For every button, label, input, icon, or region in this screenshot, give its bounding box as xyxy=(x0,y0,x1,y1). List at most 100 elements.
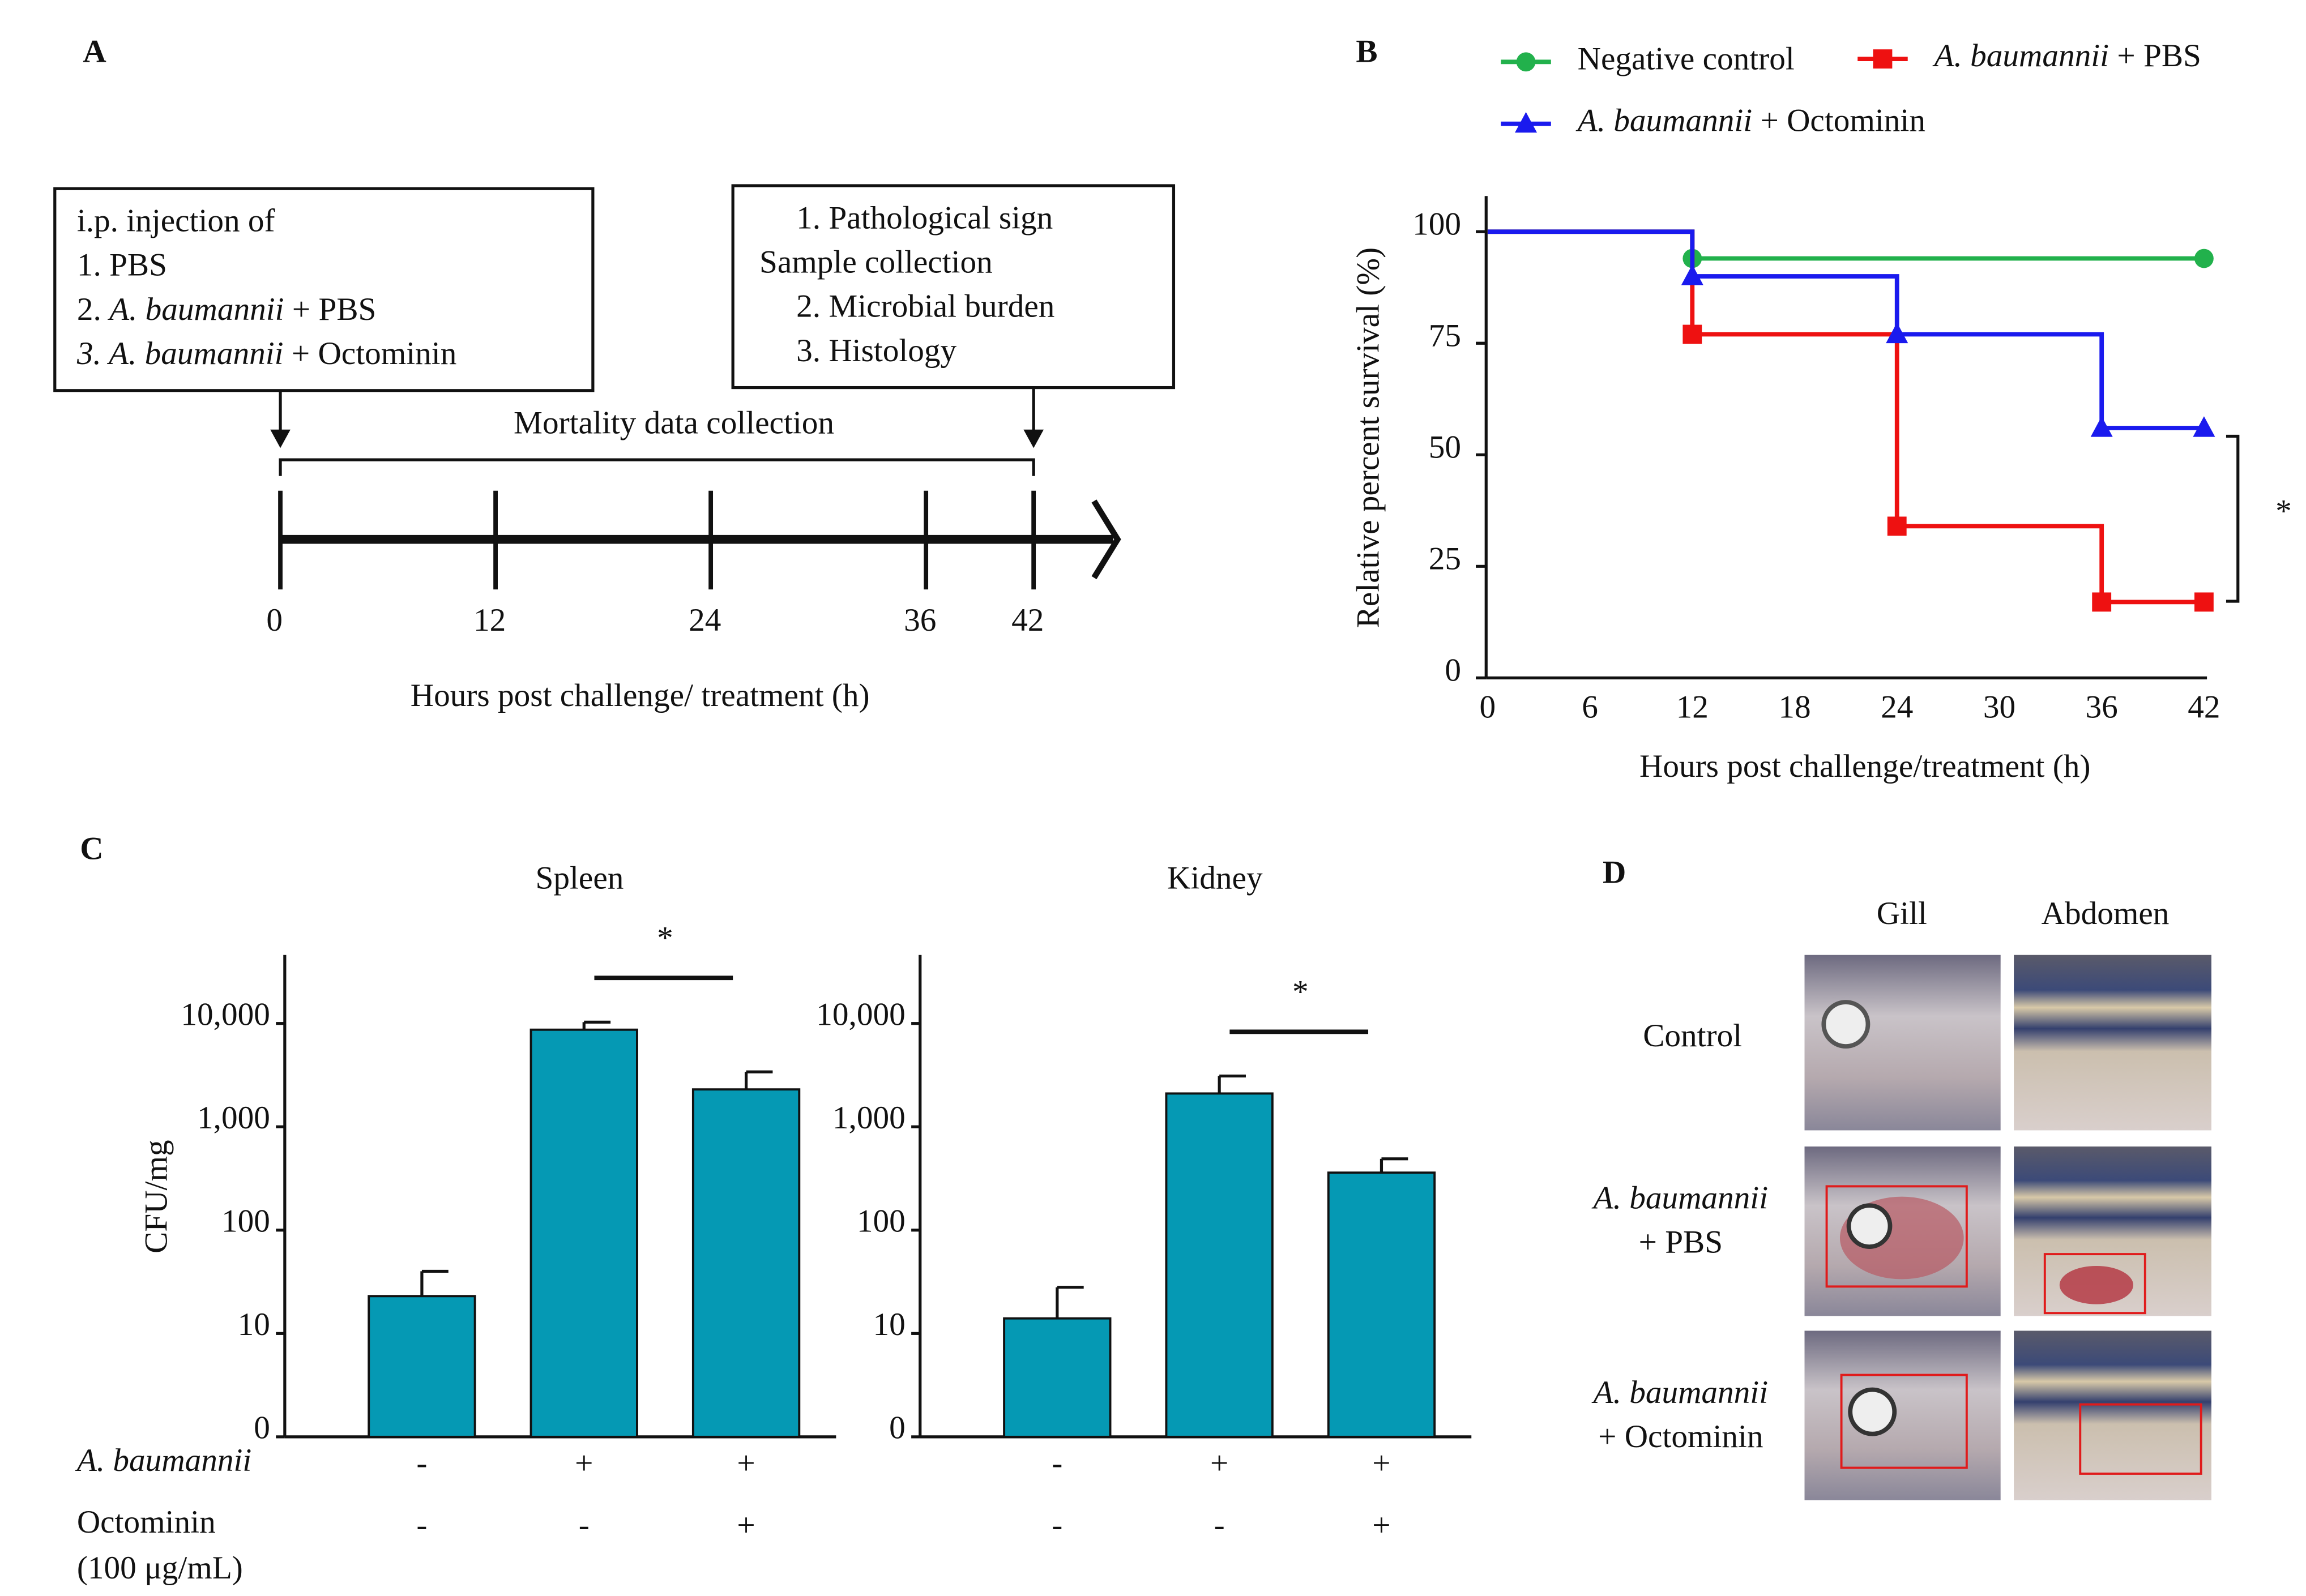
condition-mark: + xyxy=(1210,1445,1228,1481)
marker xyxy=(2090,416,2113,437)
x-tick-label: 24 xyxy=(1881,690,1913,725)
condition-label: Octominin xyxy=(77,1504,216,1540)
timeline-tick-label: 0 xyxy=(266,602,283,638)
bracket-label: Mortality data collection xyxy=(514,405,834,440)
row-label: A. baumannii xyxy=(1591,1375,1769,1410)
timeline-shapes xyxy=(53,184,1176,580)
condition-mark: - xyxy=(416,1445,427,1481)
highlight-box xyxy=(2079,1403,2202,1475)
marker xyxy=(2194,592,2214,612)
x-tick-label: 6 xyxy=(1582,690,1598,725)
highlight-box xyxy=(1840,1373,1968,1469)
legend-label: A. baumannii + PBS xyxy=(1932,38,2201,74)
highlight-box xyxy=(2043,1253,2146,1315)
photo-detail xyxy=(1848,1387,1897,1436)
bar xyxy=(1165,1092,1274,1438)
y-tick-label: 0 xyxy=(1445,653,1461,688)
box-text: i.p. injection of xyxy=(77,203,276,239)
x-axis-label: Hours post challenge/treatment (h) xyxy=(1639,748,2090,784)
panel-label: B xyxy=(1356,33,1377,69)
x-tick-label: 0 xyxy=(1480,690,1496,725)
bar xyxy=(368,1295,476,1438)
box-text-part: 2. xyxy=(77,292,109,327)
condition-label: A. baumannii xyxy=(75,1443,252,1478)
marker xyxy=(1887,516,1907,536)
y-tick-label: 10,000 xyxy=(181,996,270,1032)
bar xyxy=(691,1088,801,1438)
box-text: Sample collection xyxy=(759,245,993,280)
column-header: Gill xyxy=(1877,896,1927,931)
box-text: 3. A. baumannii + Octominin xyxy=(76,336,457,371)
photos xyxy=(1804,955,2211,1500)
row-label: + PBS xyxy=(1639,1225,1723,1260)
annotation: * xyxy=(1292,974,1309,1010)
condition-mark: - xyxy=(1214,1507,1225,1543)
photo xyxy=(1804,1330,2001,1500)
y-tick-label: 100 xyxy=(221,1204,270,1239)
bar xyxy=(529,1028,638,1438)
condition-mark: - xyxy=(416,1507,427,1543)
legend-marker xyxy=(1515,112,1538,133)
photo-detail xyxy=(1846,1203,1893,1250)
x-tick-label: 18 xyxy=(1778,690,1810,725)
photo-detail xyxy=(2059,1265,2133,1304)
bar xyxy=(1003,1317,1112,1438)
row-label: + Octominin xyxy=(1598,1419,1763,1454)
marker xyxy=(1886,322,1908,344)
column-header: Abdomen xyxy=(2042,896,2170,931)
y-tick-label: 1,000 xyxy=(197,1100,270,1136)
timeline-tick-label: 12 xyxy=(473,602,506,638)
y-tick-label: 1,000 xyxy=(832,1100,906,1136)
legend-marker xyxy=(1516,52,1536,72)
box-text-part: A. baumannii xyxy=(107,292,284,327)
y-tick-label: 25 xyxy=(1429,541,1461,577)
box-text: 2. Microbial burden xyxy=(796,289,1054,324)
highlight-box xyxy=(1825,1185,1968,1288)
panel-label: C xyxy=(80,831,103,867)
marker xyxy=(2092,592,2112,612)
timeline-tick-label: 42 xyxy=(1011,602,1044,638)
row-label: Control xyxy=(1643,1018,1742,1054)
y-tick-label: 100 xyxy=(857,1204,906,1239)
condition-mark: + xyxy=(737,1507,755,1543)
y-tick-label: 10 xyxy=(873,1307,905,1342)
condition-mark: + xyxy=(1372,1445,1390,1481)
survival-line xyxy=(1487,229,2204,430)
marker xyxy=(1682,324,1702,344)
timeline-tick-label: 24 xyxy=(689,602,721,638)
box-text: 2. A. baumannii + PBS xyxy=(77,292,377,327)
box-text-part: 3. A. baumannii xyxy=(76,336,284,371)
annotation: * xyxy=(657,920,673,956)
y-tick-label: 10,000 xyxy=(816,996,905,1032)
box-text-part: i.p. injection of xyxy=(77,203,276,239)
survival-line xyxy=(1487,229,2204,605)
significance-bracket xyxy=(2226,434,2240,603)
chart-title: Spleen xyxy=(536,861,624,896)
box-text: 1. Pathological sign xyxy=(796,200,1053,236)
marker xyxy=(2193,416,2215,437)
legend-label: A. baumannii + Octominin xyxy=(1575,103,1925,139)
x-tick-label: 12 xyxy=(1676,690,1709,725)
box xyxy=(53,187,595,392)
panel-label: D xyxy=(1603,854,1626,890)
y-tick-label: 0 xyxy=(254,1410,270,1446)
y-tick-label: 10 xyxy=(238,1307,270,1342)
condition-mark: + xyxy=(575,1445,593,1481)
photo xyxy=(2014,955,2211,1131)
bar xyxy=(1327,1171,1436,1438)
x-tick-label: 42 xyxy=(2188,690,2220,725)
y-axis-label: Relative percent survival (%) xyxy=(1350,247,1386,628)
timeline-arrow xyxy=(1091,499,1121,580)
box-text: 3. Histology xyxy=(796,333,956,369)
x-tick-label: 36 xyxy=(2086,690,2118,725)
condition-mark: + xyxy=(737,1445,755,1481)
box xyxy=(731,184,1176,390)
x-axis-label: Hours post challenge/ treatment (h) xyxy=(411,678,870,713)
survival-line xyxy=(1487,229,2204,261)
row-label: A. baumannii xyxy=(1591,1180,1769,1216)
arrow-head xyxy=(1023,429,1044,448)
box-text-part: + Octominin xyxy=(284,336,457,371)
condition-mark: + xyxy=(1372,1507,1390,1543)
condition-mark: - xyxy=(1052,1507,1062,1543)
